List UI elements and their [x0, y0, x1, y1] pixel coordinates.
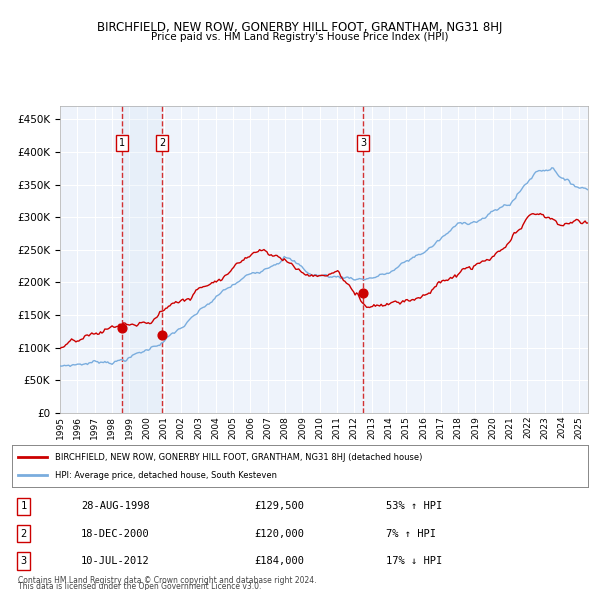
Point	[158, 330, 167, 339]
Text: 7% ↑ HPI: 7% ↑ HPI	[386, 529, 436, 539]
Text: 10-JUL-2012: 10-JUL-2012	[81, 556, 150, 566]
Text: HPI: Average price, detached house, South Kesteven: HPI: Average price, detached house, Sout…	[55, 471, 277, 480]
Text: 53% ↑ HPI: 53% ↑ HPI	[386, 501, 443, 511]
Text: 2: 2	[160, 138, 166, 148]
Text: 3: 3	[20, 556, 26, 566]
Text: This data is licensed under the Open Government Licence v3.0.: This data is licensed under the Open Gov…	[18, 582, 262, 590]
Bar	[122, 106, 163, 413]
Text: 3: 3	[360, 138, 366, 148]
Text: Contains HM Land Registry data © Crown copyright and database right 2024.: Contains HM Land Registry data © Crown c…	[18, 576, 317, 585]
Text: 28-AUG-1998: 28-AUG-1998	[81, 501, 150, 511]
Text: 17% ↓ HPI: 17% ↓ HPI	[386, 556, 443, 566]
Text: £120,000: £120,000	[254, 529, 304, 539]
Text: 18-DEC-2000: 18-DEC-2000	[81, 529, 150, 539]
Text: 2: 2	[20, 529, 26, 539]
Text: Price paid vs. HM Land Registry's House Price Index (HPI): Price paid vs. HM Land Registry's House …	[151, 32, 449, 42]
Text: £129,500: £129,500	[254, 501, 304, 511]
Text: 1: 1	[20, 501, 26, 511]
Point	[117, 324, 127, 333]
Text: £184,000: £184,000	[254, 556, 304, 566]
Text: BIRCHFIELD, NEW ROW, GONERBY HILL FOOT, GRANTHAM, NG31 8HJ: BIRCHFIELD, NEW ROW, GONERBY HILL FOOT, …	[97, 21, 503, 34]
Text: 1: 1	[119, 138, 125, 148]
Text: BIRCHFIELD, NEW ROW, GONERBY HILL FOOT, GRANTHAM, NG31 8HJ (detached house): BIRCHFIELD, NEW ROW, GONERBY HILL FOOT, …	[55, 453, 422, 461]
Point	[358, 288, 368, 297]
